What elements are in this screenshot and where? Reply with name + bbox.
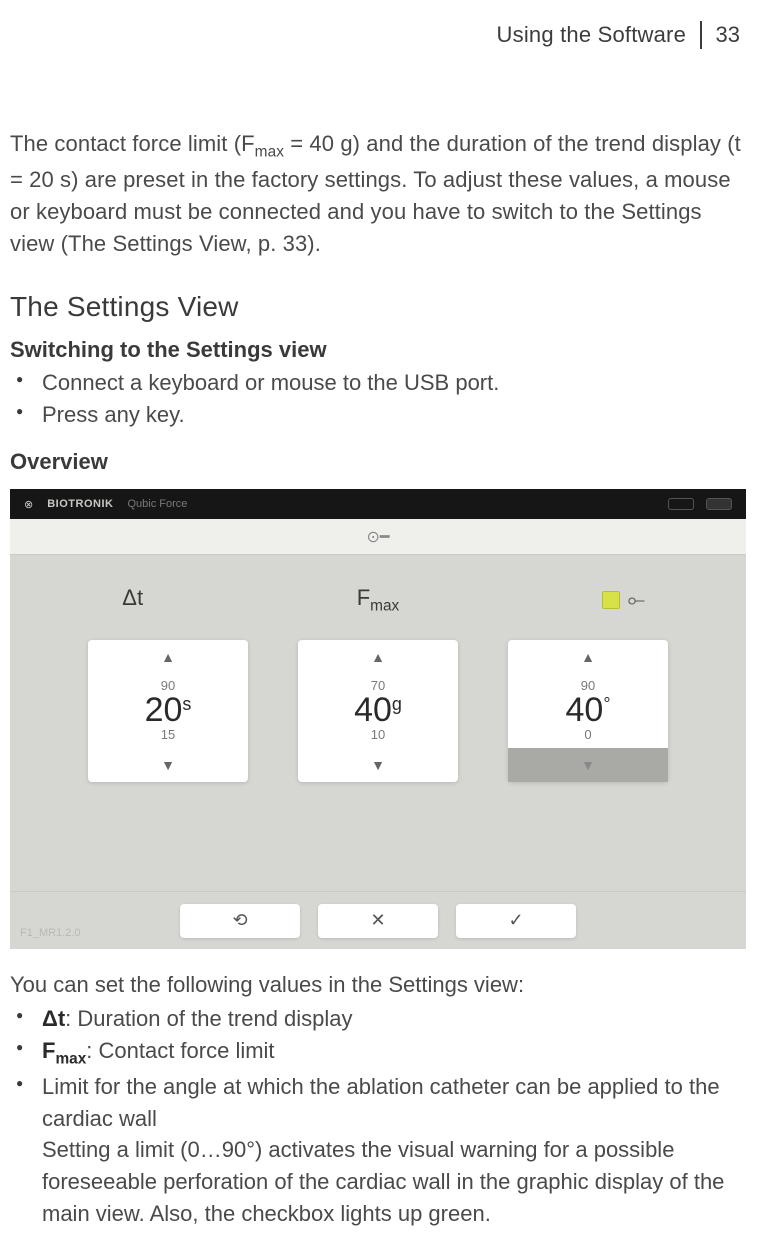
screenshot-body: Δt Fmax ⟜ ▲ 90 20s 15 ▼ ▲: [10, 555, 746, 889]
angle-value-display: 90 40° 0: [508, 674, 668, 748]
list-item: Limit for the angle at which the ablatio…: [10, 1071, 748, 1230]
dt-current-value: 20s: [88, 693, 248, 727]
build-label: F1_MR1.2.0: [20, 927, 81, 939]
angle-desc-line2: Setting a limit (0…90°) activates the vi…: [42, 1134, 748, 1230]
topbar-icons: [668, 498, 732, 510]
close-icon: ✕: [370, 910, 385, 931]
after-intro: You can set the following values in the …: [10, 969, 748, 1001]
switching-list: Connect a keyboard or mouse to the USB p…: [10, 367, 748, 431]
spinner-angle: ▲ 90 40° 0 ▼: [508, 640, 668, 782]
fmax-unit: g: [392, 694, 402, 714]
confirm-button[interactable]: ✓: [456, 904, 576, 938]
spinner-dt: ▲ 90 20s 15 ▼: [88, 640, 248, 782]
undo-button[interactable]: ⟲: [180, 904, 300, 938]
brand-logo-icon: ⊗: [24, 498, 33, 511]
intro-paragraph: The contact force limit (Fmax = 40 g) an…: [10, 128, 748, 259]
fmax-prev-value: 10: [298, 727, 458, 742]
angle-icon: ⟜: [628, 587, 646, 613]
status-icon: [706, 498, 732, 510]
angle-val-num: 40: [565, 691, 603, 729]
fmax-val-num: 40: [354, 691, 392, 729]
fmax-value-display: 70 40g 10: [298, 674, 458, 748]
product-name: Qubic Force: [127, 498, 187, 510]
angle-prev-value: 0: [508, 727, 668, 742]
label-dt: Δt: [33, 585, 233, 615]
label-angle: ⟜: [523, 585, 723, 615]
dt-prev-value: 15: [88, 727, 248, 742]
angle-decrement-button[interactable]: ▼: [508, 748, 668, 782]
header-divider: [700, 21, 702, 49]
angle-checkbox[interactable]: [602, 591, 620, 609]
header-section-title: Using the Software: [497, 22, 686, 48]
check-icon: ✓: [508, 910, 523, 931]
after-list: Δt: Duration of the trend display Fmax: …: [10, 1003, 748, 1230]
fmax-bold: Fmax: [42, 1038, 86, 1063]
settings-screenshot: ⊗ BIOTRONIK Qubic Force ⊙━ Δt Fmax ⟜ ▲: [10, 489, 746, 949]
angle-current-value: 40°: [508, 693, 668, 727]
brand-name: BIOTRONIK: [47, 498, 113, 510]
heading-overview: Overview: [10, 449, 748, 475]
list-item: Press any key.: [10, 399, 748, 431]
intro-sub: max: [255, 143, 284, 160]
intro-pre: The contact force limit (F: [10, 131, 255, 156]
dt-val-num: 20: [145, 691, 183, 729]
spinner-fmax: ▲ 70 40g 10 ▼: [298, 640, 458, 782]
heading-switching: Switching to the Settings view: [10, 337, 748, 363]
page-number: 33: [716, 22, 740, 48]
angle-unit: °: [603, 694, 610, 714]
fmax-current-value: 40g: [298, 693, 458, 727]
fmax-decrement-button[interactable]: ▼: [298, 748, 458, 782]
dt-desc: : Duration of the trend display: [65, 1006, 352, 1031]
page-header: Using the Software 33: [10, 20, 748, 50]
dt-value-display: 90 20s 15: [88, 674, 248, 748]
dt-unit: s: [182, 694, 191, 714]
cancel-button[interactable]: ✕: [318, 904, 438, 938]
dt-increment-button[interactable]: ▲: [88, 640, 248, 674]
label-fmax: Fmax: [278, 585, 478, 615]
dt-decrement-button[interactable]: ▼: [88, 748, 248, 782]
fmax-pre: F: [357, 585, 370, 610]
screenshot-topbar: ⊗ BIOTRONIK Qubic Force: [10, 489, 746, 519]
list-item: Connect a keyboard or mouse to the USB p…: [10, 367, 748, 399]
key-indicator-bar: ⊙━: [10, 519, 746, 555]
fmax-sub: max: [370, 598, 399, 615]
list-item: Fmax: Contact force limit: [10, 1035, 748, 1071]
fmax-bold-pre: F: [42, 1038, 55, 1063]
undo-icon: ⟲: [232, 910, 247, 931]
angle-increment-button[interactable]: ▲: [508, 640, 668, 674]
fmax-bold-sub: max: [55, 1050, 86, 1067]
status-icon: [668, 498, 694, 510]
screenshot-footer: ⟲ ✕ ✓ F1_MR1.2.0: [10, 891, 746, 949]
fmax-increment-button[interactable]: ▲: [298, 640, 458, 674]
heading-settings-view: The Settings View: [10, 291, 748, 323]
column-labels: Δt Fmax ⟜: [10, 555, 746, 615]
list-item: Δt: Duration of the trend display: [10, 1003, 748, 1035]
fmax-desc: : Contact force limit: [86, 1038, 274, 1063]
angle-desc-line1: Limit for the angle at which the ablatio…: [42, 1074, 720, 1131]
dt-bold: Δt: [42, 1006, 65, 1031]
key-icon: ⊙━: [366, 527, 389, 547]
spinner-row: ▲ 90 20s 15 ▼ ▲ 70 40g 10 ▼ ▲: [10, 640, 746, 782]
